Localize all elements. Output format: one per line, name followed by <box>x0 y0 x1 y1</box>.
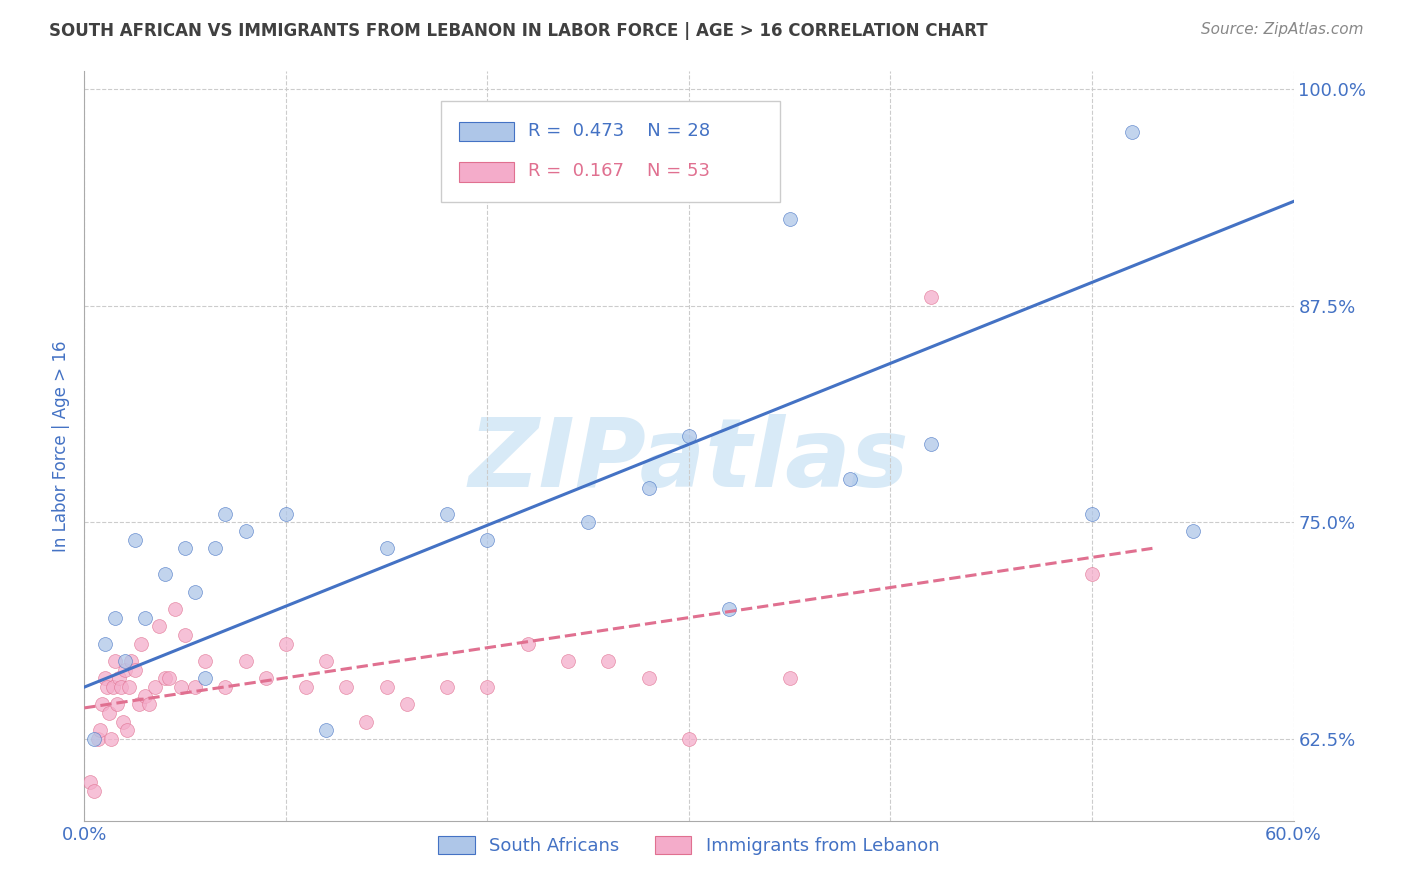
Point <box>194 654 217 668</box>
Point <box>395 698 418 712</box>
Point <box>134 610 156 624</box>
Point <box>115 723 138 738</box>
Point <box>295 680 318 694</box>
Point <box>100 732 122 747</box>
Point <box>598 654 620 668</box>
Point <box>165 602 187 616</box>
Y-axis label: In Labor Force | Age > 16: In Labor Force | Age > 16 <box>52 340 70 552</box>
Point <box>104 654 127 668</box>
Text: ZIPatlas: ZIPatlas <box>468 415 910 508</box>
Point <box>576 516 599 530</box>
Point <box>153 672 176 686</box>
Point <box>83 784 105 798</box>
Point <box>436 507 458 521</box>
Point <box>477 533 499 547</box>
Point <box>111 714 134 729</box>
Point <box>83 732 105 747</box>
Point <box>235 524 257 538</box>
Text: Source: ZipAtlas.com: Source: ZipAtlas.com <box>1201 22 1364 37</box>
Point <box>89 723 111 738</box>
Point <box>214 507 236 521</box>
Point <box>1081 507 1104 521</box>
Text: R =  0.167    N = 53: R = 0.167 N = 53 <box>529 162 710 180</box>
Point <box>148 619 170 633</box>
Point <box>91 698 114 712</box>
Point <box>134 689 156 703</box>
Point <box>920 290 942 304</box>
Point <box>87 732 110 747</box>
Point <box>184 680 207 694</box>
Point <box>184 584 207 599</box>
Legend: South Africans, Immigrants from Lebanon: South Africans, Immigrants from Lebanon <box>429 827 949 864</box>
Point <box>678 428 700 442</box>
Point <box>375 680 398 694</box>
Point <box>97 706 120 720</box>
Point <box>124 533 146 547</box>
Point <box>118 680 141 694</box>
Bar <box>460 162 513 181</box>
Point <box>214 680 236 694</box>
Point <box>1181 524 1204 538</box>
Point <box>678 732 700 747</box>
Point <box>138 698 160 712</box>
Point <box>170 680 193 694</box>
Point <box>105 698 128 712</box>
Point <box>516 637 538 651</box>
Point <box>436 680 458 694</box>
Point <box>1081 567 1104 582</box>
Point <box>128 698 150 712</box>
Point <box>124 663 146 677</box>
Text: SOUTH AFRICAN VS IMMIGRANTS FROM LEBANON IN LABOR FORCE | AGE > 16 CORRELATION C: SOUTH AFRICAN VS IMMIGRANTS FROM LEBANON… <box>49 22 988 40</box>
Point <box>274 507 297 521</box>
Point <box>174 628 197 642</box>
Point <box>779 211 801 226</box>
Point <box>114 654 136 668</box>
Point <box>718 602 741 616</box>
Point <box>920 437 942 451</box>
Point <box>839 472 862 486</box>
Point <box>114 663 136 677</box>
Text: R =  0.473    N = 28: R = 0.473 N = 28 <box>529 121 710 139</box>
Point <box>315 654 337 668</box>
Point <box>93 637 115 651</box>
Point <box>101 680 124 694</box>
Point <box>129 637 152 651</box>
Point <box>79 775 101 789</box>
FancyBboxPatch shape <box>441 102 780 202</box>
Point <box>204 541 226 556</box>
Point <box>157 672 180 686</box>
Point <box>637 481 659 495</box>
Point <box>779 672 801 686</box>
Point <box>637 672 659 686</box>
Point <box>93 672 115 686</box>
Point <box>194 672 217 686</box>
Point <box>174 541 197 556</box>
Point <box>375 541 398 556</box>
Point <box>557 654 579 668</box>
Point <box>104 610 127 624</box>
Point <box>153 567 176 582</box>
Point <box>235 654 257 668</box>
Point <box>335 680 357 694</box>
Point <box>120 654 142 668</box>
Point <box>110 680 132 694</box>
Point <box>1121 125 1143 139</box>
Point <box>274 637 297 651</box>
Point <box>356 714 378 729</box>
Point <box>96 680 118 694</box>
Point <box>107 672 129 686</box>
Point <box>254 672 277 686</box>
Point <box>315 723 337 738</box>
Point <box>477 680 499 694</box>
Point <box>143 680 166 694</box>
Bar <box>460 121 513 141</box>
